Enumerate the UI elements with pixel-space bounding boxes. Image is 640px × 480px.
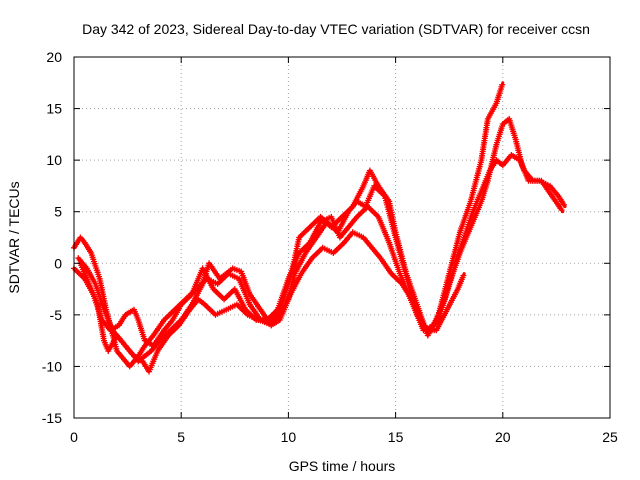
- x-tick-label: 5: [177, 429, 185, 445]
- y-tick-label: 5: [54, 204, 62, 220]
- y-tick-label: -15: [42, 410, 62, 426]
- x-tick-label: 25: [602, 429, 618, 445]
- y-tick-label: -5: [50, 307, 63, 323]
- x-axis-label: GPS time / hours: [289, 458, 396, 474]
- chart-title: Day 342 of 2023, Sidereal Day-to-day VTE…: [82, 21, 590, 37]
- grid: [74, 57, 610, 418]
- x-tick-label: 0: [70, 429, 78, 445]
- plus-markers: [77, 229, 467, 375]
- series-line: [78, 230, 466, 374]
- series-track-3: [71, 152, 565, 349]
- x-tick-label: 20: [495, 429, 511, 445]
- plot-frame: [73, 56, 611, 419]
- y-tick-label: -10: [42, 358, 62, 374]
- x-axis-ticks: 0 5 10 15 20 25: [70, 57, 618, 445]
- series-track-2: [75, 115, 567, 365]
- x-tick-label: 15: [388, 429, 404, 445]
- y-axis-ticks: -15 -10 -5 0 5 10 15 20: [42, 49, 610, 426]
- y-axis-label: SDTVAR / TECUs: [6, 181, 22, 293]
- y-tick-label: 0: [54, 255, 62, 271]
- y-tick-label: 20: [46, 49, 62, 65]
- y-tick-label: 10: [46, 152, 62, 168]
- x-tick-label: 10: [281, 429, 297, 445]
- y-tick-label: 15: [46, 101, 62, 117]
- series-track-4: [77, 229, 467, 375]
- plus-markers: [75, 115, 567, 365]
- data-points: [71, 81, 567, 375]
